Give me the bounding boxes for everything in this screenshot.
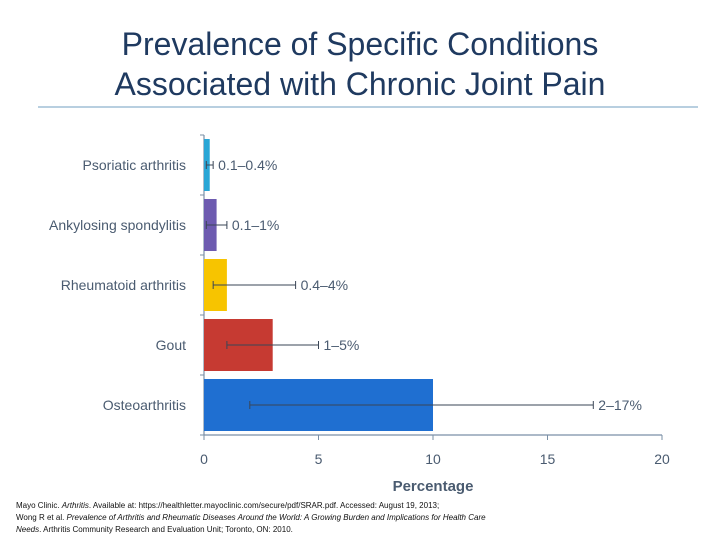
slide-title-line-1: Prevalence of Specific Conditions bbox=[121, 26, 599, 62]
x-tick-label: 15 bbox=[540, 451, 556, 467]
slide-title: Prevalence of Specific Conditions Associ… bbox=[60, 24, 660, 104]
range-label-psoriatic-arthritis: 0.1–0.4% bbox=[218, 157, 277, 173]
x-tick-label: 20 bbox=[654, 451, 670, 467]
range-label-ankylosing-spondylitis: 0.1–1% bbox=[232, 217, 279, 233]
category-label-gout: Gout bbox=[156, 337, 186, 353]
reference-line-2: Wong R et al. Prevalence of Arthritis an… bbox=[16, 513, 486, 522]
x-tick-label: 5 bbox=[315, 451, 323, 467]
range-label-gout: 1–5% bbox=[324, 337, 360, 353]
category-label-osteoarthritis: Osteoarthritis bbox=[103, 397, 186, 413]
range-label-osteoarthritis: 2–17% bbox=[598, 397, 642, 413]
category-label-rheumatoid-arthritis: Rheumatoid arthritis bbox=[61, 277, 186, 293]
prevalence-bar-chart: 0 5 10 15 20 Percentage 0.1–0.4% Psoriatic arth… bbox=[49, 134, 670, 495]
category-label-ankylosing-spondylitis: Ankylosing spondylitis bbox=[49, 217, 186, 233]
x-tick-label: 0 bbox=[200, 451, 208, 467]
reference-line-1: Mayo Clinic. Arthritis. Available at: ht… bbox=[16, 501, 440, 510]
x-tick-label: 10 bbox=[425, 451, 441, 467]
category-label-psoriatic-arthritis: Psoriatic arthritis bbox=[83, 157, 186, 173]
reference-citation: Mayo Clinic. Arthritis. Available at: ht… bbox=[16, 500, 636, 536]
title-divider bbox=[38, 106, 698, 108]
reference-line-3: Needs. Arthritis Community Research and … bbox=[16, 525, 293, 534]
x-axis-title: Percentage bbox=[393, 478, 474, 495]
range-label-rheumatoid-arthritis: 0.4–4% bbox=[301, 277, 348, 293]
slide-title-line-2: Associated with Chronic Joint Pain bbox=[114, 66, 606, 102]
